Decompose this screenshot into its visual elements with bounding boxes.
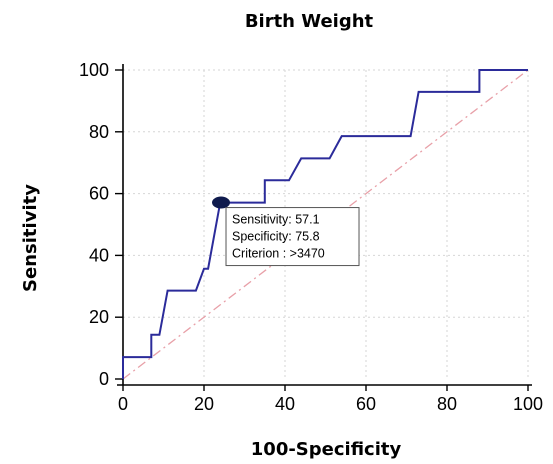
tooltip-sensitivity: Sensitivity: 57.1: [232, 213, 320, 227]
y-tick-label: 60: [89, 184, 109, 204]
x-tick-label: 60: [356, 394, 376, 414]
chart-title: Birth Weight: [245, 11, 374, 32]
tooltip-specificity: Specificity: 75.8: [232, 230, 320, 244]
tooltip-box: [225, 207, 360, 267]
y-tick-label: 100: [79, 60, 109, 80]
x-tick-label: 20: [194, 394, 214, 414]
tooltip-criterion: Criterion : >3470: [232, 247, 325, 261]
optimal-cutoff-point: [212, 196, 231, 209]
y-tick-label: 40: [89, 245, 109, 265]
x-tick-label: 100: [513, 394, 543, 414]
plot-area: 0 20 40 60 80 100 0 20 40 60 80 100 Sensitivity: 57.…: [79, 60, 543, 414]
y-tick-label: 20: [89, 307, 109, 327]
x-tick-label: 0: [118, 394, 128, 414]
y-tick-label: 80: [89, 122, 109, 142]
y-tick-label: 0: [99, 369, 109, 389]
roc-curve-line: [122, 69, 528, 379]
x-axis-label: 100-Specificity: [251, 439, 402, 460]
y-axis-label: Sensitivity: [20, 184, 41, 292]
x-tick-label: 80: [437, 394, 457, 414]
x-tick-label: 40: [275, 394, 295, 414]
